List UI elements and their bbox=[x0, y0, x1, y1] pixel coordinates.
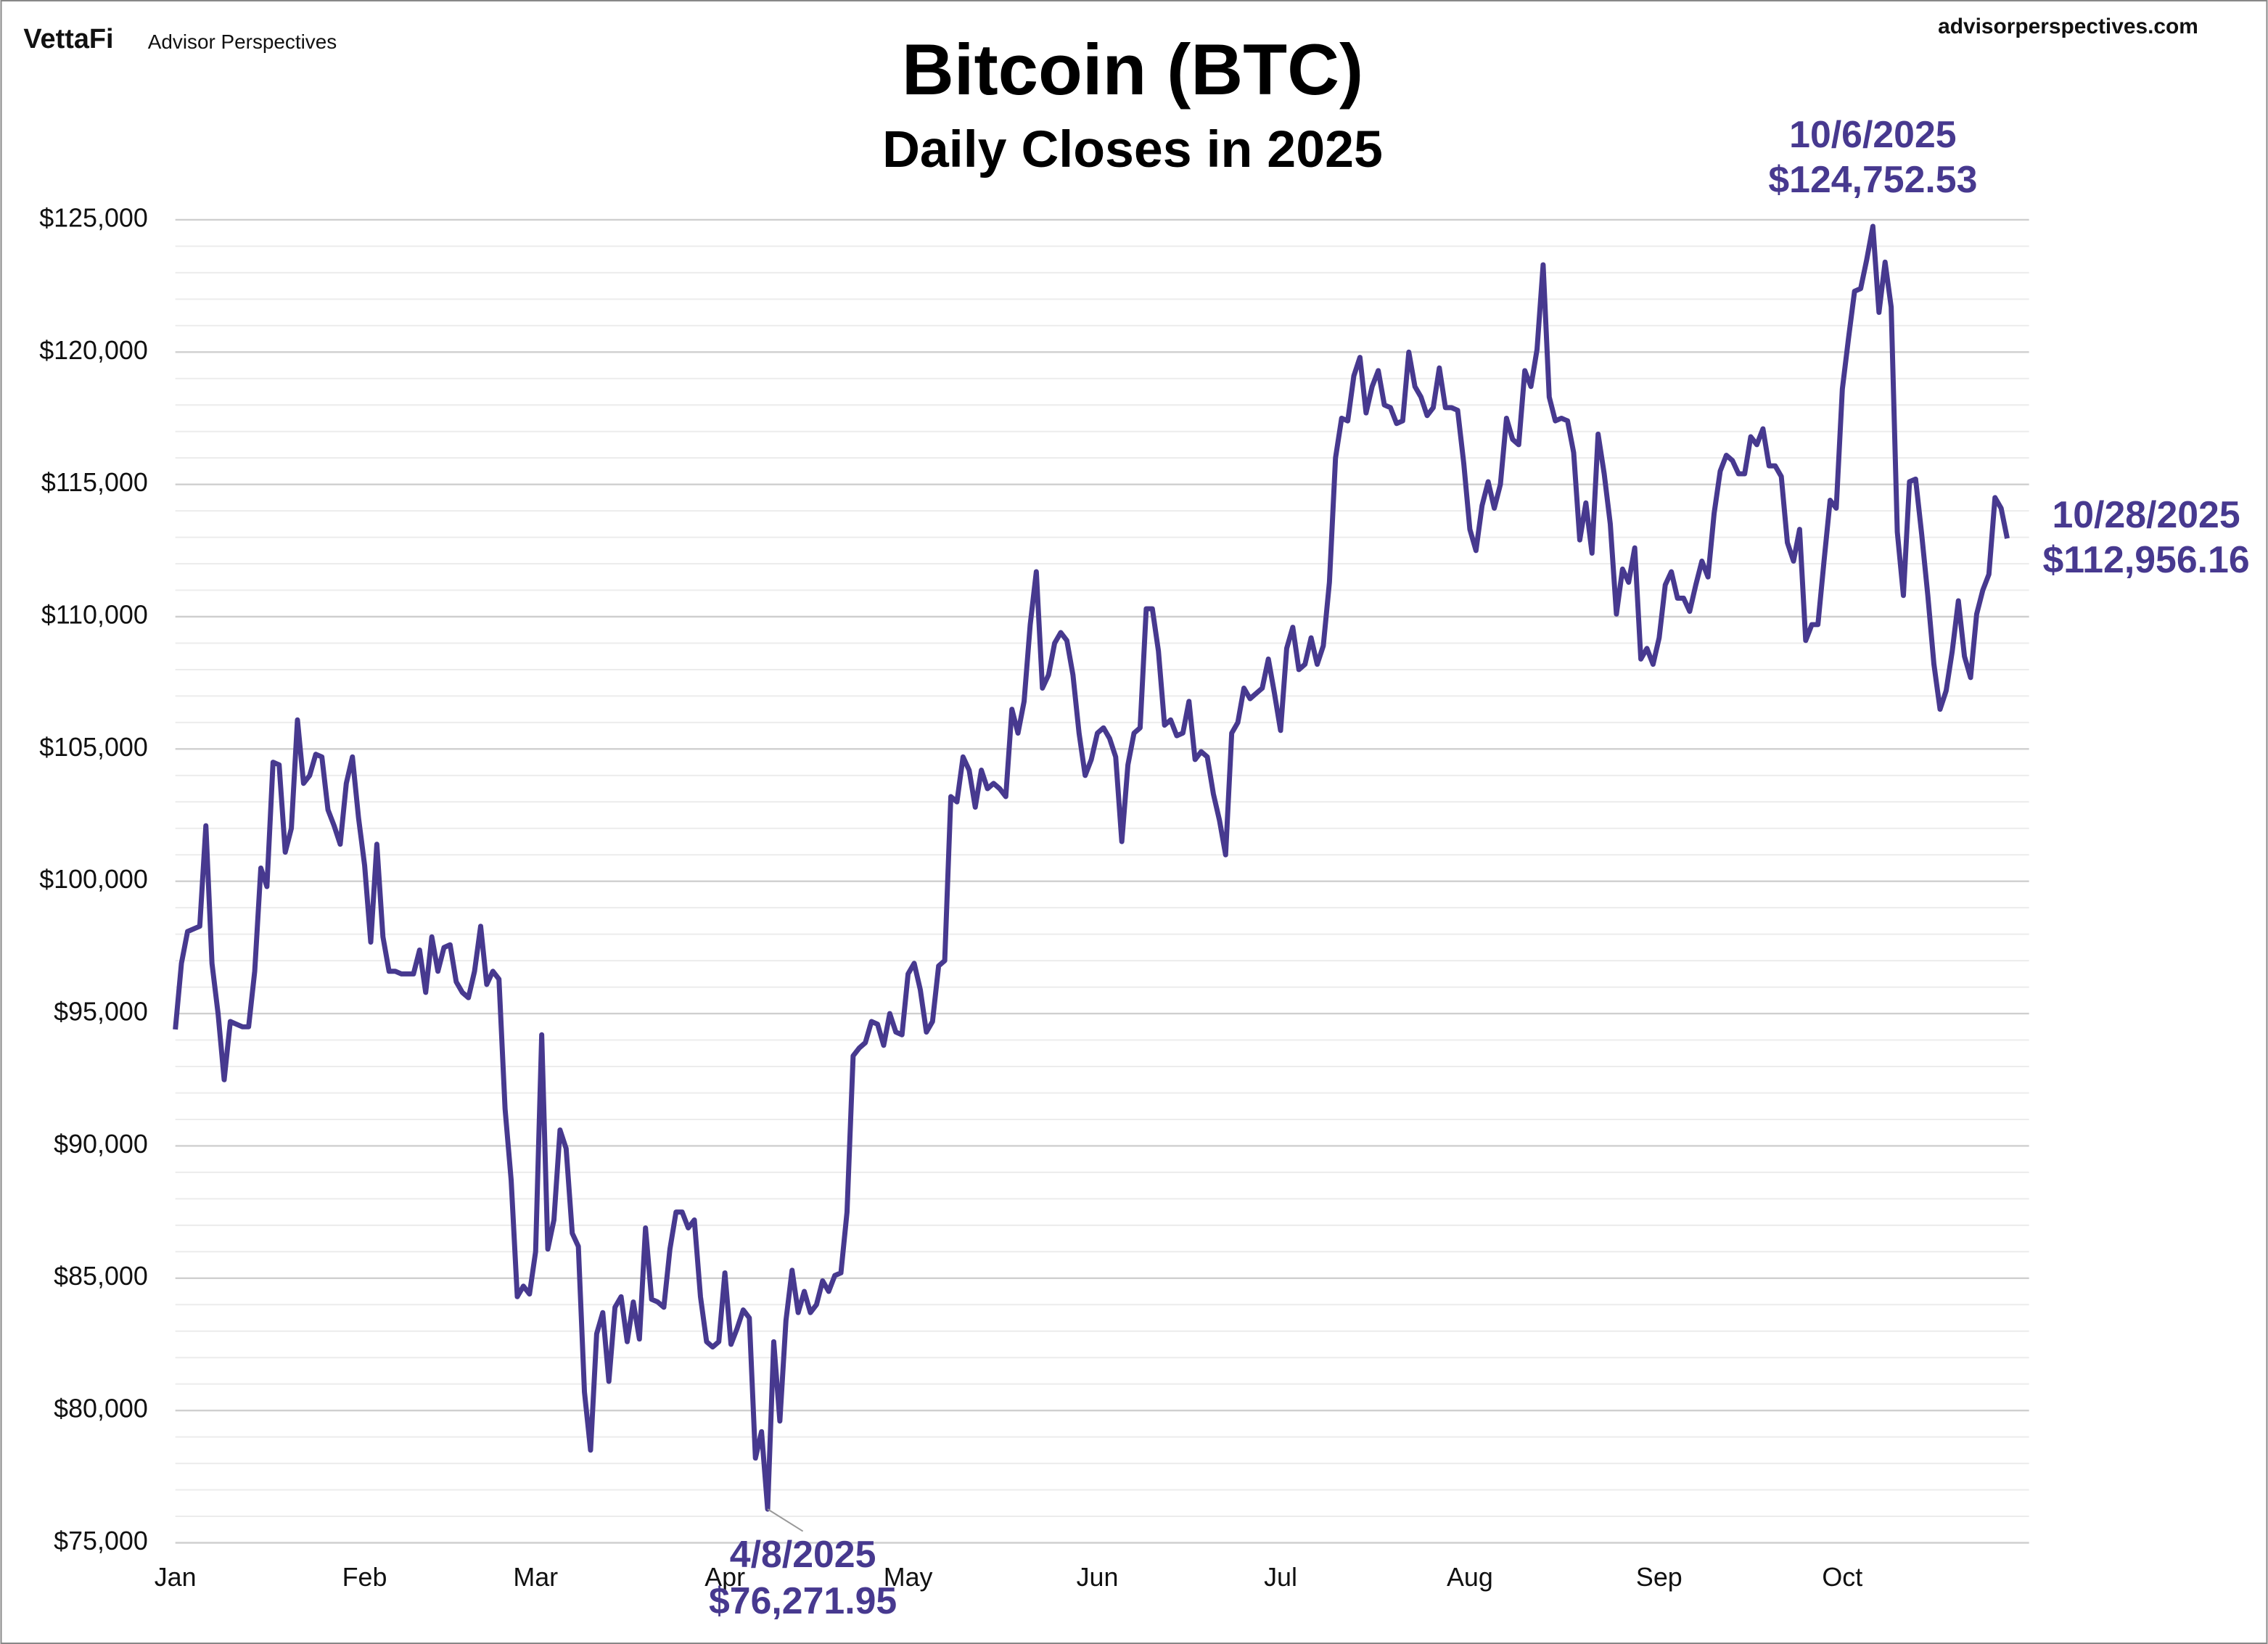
y-tick-label: $85,000 bbox=[54, 1262, 148, 1291]
y-tick-label: $80,000 bbox=[54, 1394, 148, 1423]
x-tick-label: Jan bbox=[155, 1563, 197, 1592]
annotation-date: 4/8/2025 bbox=[730, 1533, 876, 1575]
y-tick-label: $125,000 bbox=[39, 203, 148, 232]
annotation-value: $124,752.53 bbox=[1768, 158, 1977, 200]
annotation-date: 10/6/2025 bbox=[1789, 113, 1956, 155]
x-tick-label: May bbox=[884, 1563, 933, 1592]
x-tick-label: Jun bbox=[1077, 1563, 1119, 1592]
x-tick-label: Jul bbox=[1264, 1563, 1297, 1592]
y-tick-label: $100,000 bbox=[39, 865, 148, 894]
y-tick-label: $105,000 bbox=[39, 733, 148, 762]
logo: VettaFi bbox=[23, 24, 113, 54]
x-tick-label: Oct bbox=[1822, 1563, 1862, 1592]
x-tick-label: Sep bbox=[1636, 1563, 1682, 1592]
x-tick-label: Aug bbox=[1447, 1563, 1493, 1592]
annotation-value: $112,956.16 bbox=[2042, 538, 2249, 580]
y-tick-label: $115,000 bbox=[41, 468, 148, 497]
y-tick-label: $120,000 bbox=[39, 336, 148, 365]
website: advisorperspectives.com bbox=[1938, 15, 2198, 38]
annotation-leader bbox=[767, 1508, 804, 1532]
y-tick-label: $110,000 bbox=[41, 600, 148, 629]
chart-subtitle: Daily Closes in 2025 bbox=[882, 120, 1383, 178]
x-tick-label: Feb bbox=[342, 1563, 387, 1592]
x-tick-label: Mar bbox=[513, 1563, 558, 1592]
annotation-value: $76,271.95 bbox=[709, 1579, 897, 1622]
x-tick-label: Apr bbox=[704, 1563, 745, 1592]
chart-title: Bitcoin (BTC) bbox=[902, 30, 1363, 110]
annotation-date: 10/28/2025 bbox=[2052, 493, 2240, 535]
y-tick-label: $95,000 bbox=[54, 998, 148, 1027]
publisher: Advisor Perspectives bbox=[148, 30, 337, 53]
y-tick-label: $90,000 bbox=[54, 1130, 148, 1159]
price-line bbox=[173, 223, 2010, 1512]
y-tick-label: $75,000 bbox=[54, 1526, 148, 1555]
